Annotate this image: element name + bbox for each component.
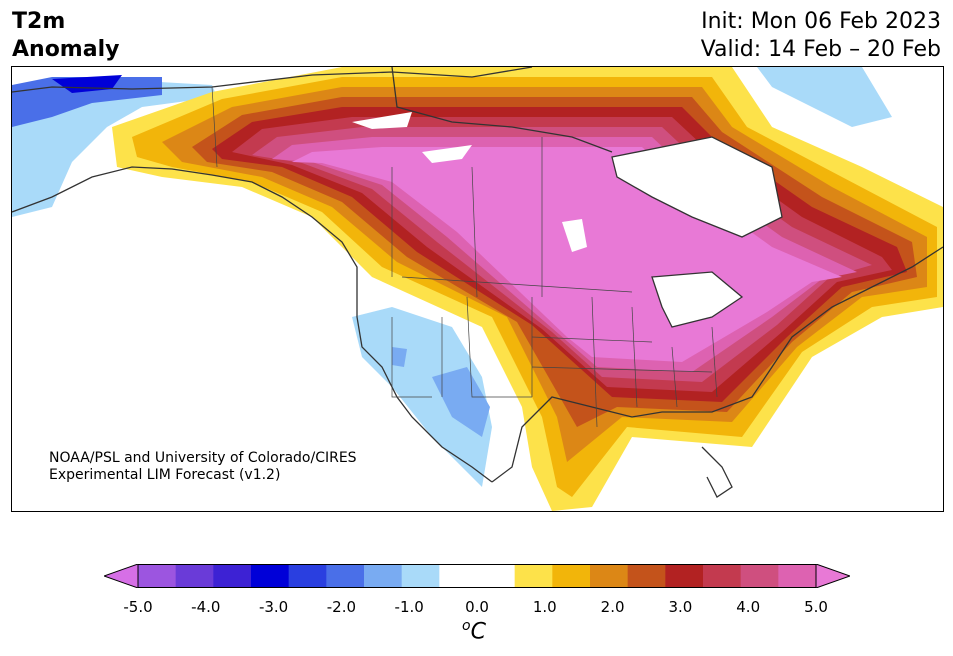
colorbar-segment xyxy=(326,564,365,588)
credit-line1: NOAA/PSL and University of Colorado/CIRE… xyxy=(49,450,357,466)
credit-text: NOAA/PSL and University of Colorado/CIRE… xyxy=(49,450,357,484)
colorbar-segment xyxy=(288,564,327,588)
colorbar-tick-label: -2.0 xyxy=(326,598,357,616)
init-date: Init: Mon 06 Feb 2023 xyxy=(701,9,941,34)
colorbar-tick-label: -4.0 xyxy=(191,598,221,616)
colorbar-unit: oC xyxy=(462,618,486,644)
colorbar-tick-label: -3.0 xyxy=(258,598,289,616)
colorbar-tick-label: 0.0 xyxy=(465,598,489,616)
colorbar-segment xyxy=(213,564,252,588)
colorbar-tick-label: 5.0 xyxy=(804,598,828,616)
map-title: T2m Anomaly xyxy=(12,8,119,64)
date-info: Init: Mon 06 Feb 2023 Valid: 14 Feb – 20… xyxy=(701,8,941,64)
colorbar-segment xyxy=(401,564,440,588)
colorbar-segment xyxy=(138,564,177,588)
colorbar-segment xyxy=(740,564,779,588)
valid-date: Valid: 14 Feb – 20 Feb xyxy=(700,37,941,62)
anomaly-map xyxy=(11,66,944,512)
colorbar-segment xyxy=(665,564,704,588)
colorbar-svg xyxy=(102,563,852,589)
colorbar-tick-label: 4.0 xyxy=(736,598,761,616)
colorbar-segment xyxy=(703,564,742,588)
colorbar-segment xyxy=(251,564,290,588)
colorbar-segment xyxy=(477,564,516,588)
title-line1: T2m xyxy=(12,9,66,34)
colorbar-segment xyxy=(590,564,629,588)
colorbar xyxy=(102,563,852,589)
colorbar-tick-label: -1.0 xyxy=(394,598,424,616)
colorbar-segment xyxy=(778,564,817,588)
colorbar-outline xyxy=(137,564,817,588)
colorbar-tick-label: -5.0 xyxy=(123,598,153,616)
credit-line2: Experimental LIM Forecast (v1.2) xyxy=(49,467,281,483)
colorbar-extend-high xyxy=(815,563,852,589)
unit-degree: o xyxy=(462,618,471,634)
colorbar-extend-low xyxy=(102,563,139,589)
colorbar-tick-label: 2.0 xyxy=(600,598,625,616)
title-line2: Anomaly xyxy=(12,37,120,62)
unit-letter: C xyxy=(470,619,486,645)
colorbar-tick-label: 1.0 xyxy=(532,598,557,616)
colorbar-segment xyxy=(175,564,214,588)
colorbar-tick-label: 3.0 xyxy=(668,598,693,616)
colorbar-segment xyxy=(439,564,478,588)
colorbar-segment xyxy=(552,564,591,588)
colorbar-segment xyxy=(514,564,553,588)
map-canvas xyxy=(12,67,943,511)
colorbar-segment xyxy=(364,564,403,588)
colorbar-ticks: -5.0 -4.0 -3.0 -2.0 -1.0 0.0 1.0 2.0 3.0 4.0 5.0 xyxy=(0,598,953,618)
colorbar-segment xyxy=(627,564,666,588)
